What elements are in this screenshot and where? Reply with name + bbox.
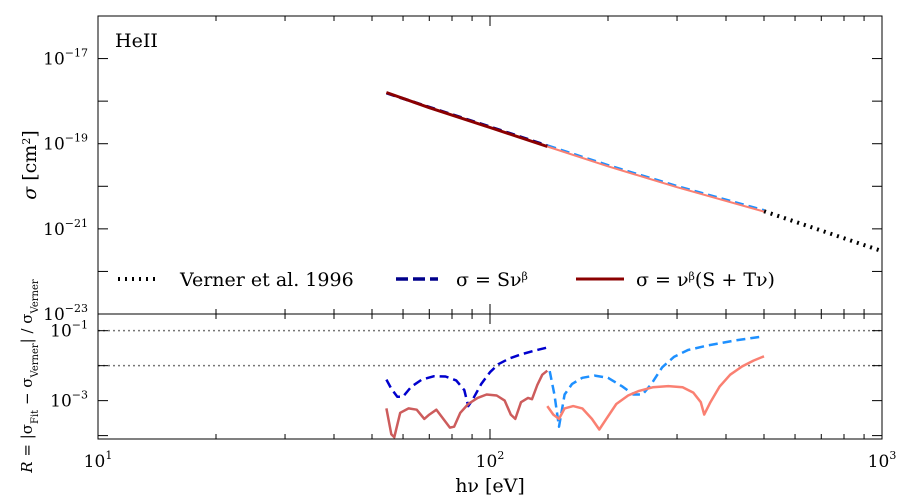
series-line-residual-0 <box>385 346 548 408</box>
x-tick-label: 102 <box>476 449 505 472</box>
y-tick-label: 10−3 <box>50 389 88 412</box>
y-tick-label: 10−1 <box>50 319 88 342</box>
series-line-cross-section-3 <box>385 91 548 148</box>
legend: Verner et al. 1996 σ = Sνβ σ = νβ(S + Tν… <box>118 269 775 291</box>
series-line-cross-section-4 <box>546 145 765 213</box>
series-line-residual-3 <box>546 355 765 431</box>
residual-panel-frame <box>97 313 883 440</box>
x-tick-label: 103 <box>868 449 897 472</box>
y-tick-label: 10−17 <box>43 47 88 70</box>
residual-y-axis-title: R = |σFit − σVerner| / σVerner <box>18 279 41 474</box>
series-line-residual-2 <box>385 369 549 439</box>
residual-series <box>385 335 765 439</box>
legend-label-quadratic: σ = νβ(S + Tν) <box>636 269 775 291</box>
legend-label-verner: Verner et al. 1996 <box>179 269 354 291</box>
y-tick-label: 10−23 <box>43 302 88 325</box>
series-line-cross-section-2 <box>546 144 765 212</box>
residual-panel-grid <box>98 329 882 367</box>
legend-label-powerlaw: σ = Sνβ <box>456 269 528 291</box>
y-tick-label: 10−21 <box>43 217 88 240</box>
series-line-residual-1 <box>548 335 765 428</box>
cross-section-series <box>385 91 882 253</box>
y-tick-label: 10−19 <box>43 132 88 155</box>
top-y-axis-title: σ [cm2] <box>19 130 41 200</box>
x-tick-label: 101 <box>84 449 113 472</box>
x-axis-title: hν [eV] <box>455 475 525 497</box>
panel-label: HeII <box>115 30 158 52</box>
series-line-cross-section-0 <box>763 209 882 253</box>
